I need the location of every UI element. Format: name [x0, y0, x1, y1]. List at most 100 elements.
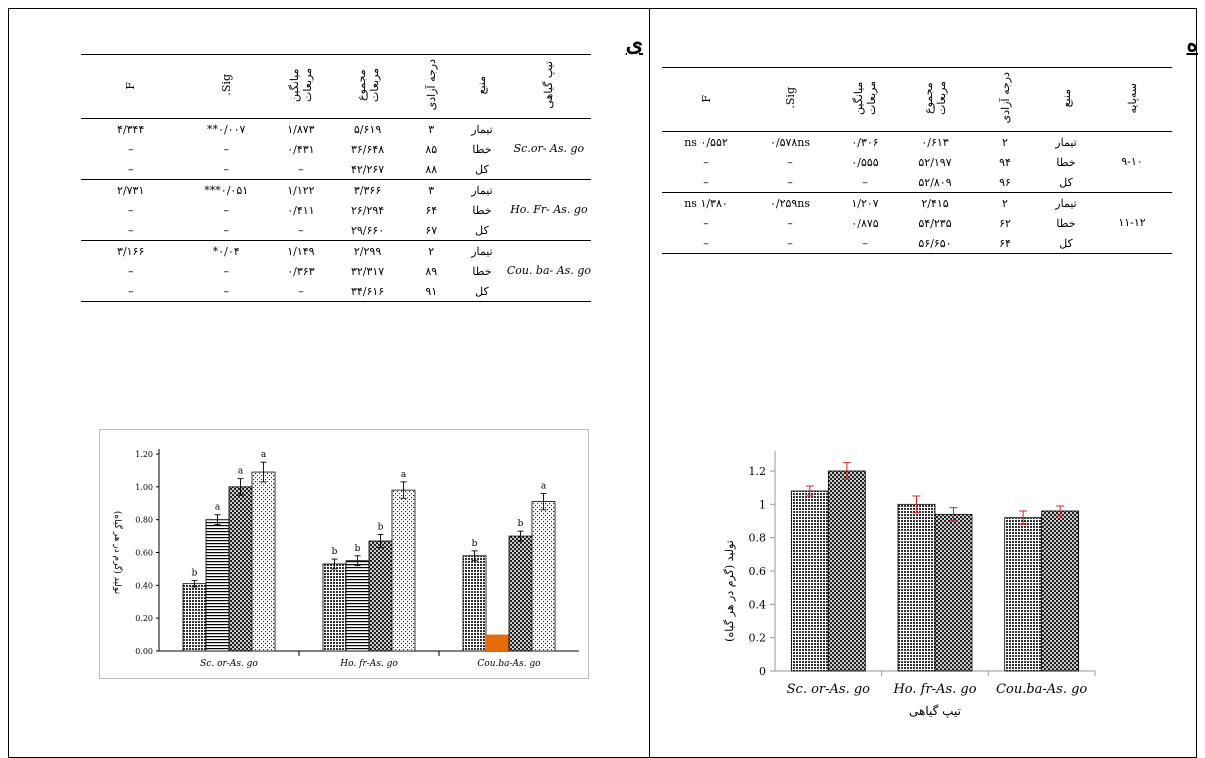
table-cell: ۳ — [428, 183, 435, 197]
group-label: Ho. Fr- As. go — [510, 203, 588, 216]
table-cell: ۸۹ — [425, 264, 438, 278]
significance-letter: a — [261, 450, 267, 460]
y-tick-label: 0.40 — [135, 581, 153, 590]
y-tick-label: 0 — [759, 665, 766, 678]
table-cell: ۲/۷۳۱ — [117, 183, 145, 197]
table-cell: – — [787, 236, 793, 250]
table-group: Sc.or- As. go تیمار ۳ ۵/۶۱۹ ۱/۸۷۳ ۰/۰۰۷** ۴/۳… — [81, 119, 591, 180]
table-cell: ۱/۸۷۳ — [287, 122, 315, 136]
bar — [897, 503, 936, 672]
significance-letter: b — [192, 568, 198, 578]
left-panel: ی تیپ گیاهی منبع درجه آزادی مجموع مربعات… — [8, 8, 650, 758]
table-cell: – — [223, 142, 229, 156]
bar — [182, 583, 207, 652]
table-cell: – — [127, 142, 134, 156]
x-tick-label: Cou.ba-As. go — [477, 659, 541, 669]
significance-letter: b — [472, 539, 478, 549]
table-group: ۱۱-۱۲ تیمار ۲ ۲/۴۱۵ ۱/۲۰۷ ۰/۲۵۹ns ۱/۳۸۰ ns خط… — [662, 193, 1172, 254]
table-cell: ۵۲/۱۹۷ — [918, 155, 952, 169]
y-tick-label: 1 — [759, 498, 766, 511]
table-group: Cou. ba- As. go تیمار ۲ ۲/۲۹۹ ۱/۱۴۹ ۰/۰۴* ۳/۱… — [81, 241, 591, 302]
table-cell: تیمار — [471, 183, 493, 197]
header-cell: مجموع مربعات — [922, 80, 948, 116]
table-cell: ۳۶/۶۴۸ — [350, 142, 385, 156]
table-cell: ۰/۰۵۱*** — [204, 183, 249, 197]
table-cell: ۹۱ — [425, 284, 438, 298]
table-cell: ۰/۴۳۱ — [287, 142, 315, 156]
table-cell: – — [787, 155, 793, 169]
table-cell: ۴/۳۴۴ — [117, 122, 145, 136]
table-cell: ۳۲/۳۱۷ — [350, 264, 385, 278]
table-cell: ۵/۶۱۹ — [353, 122, 382, 136]
table-cell: خطا — [1056, 216, 1076, 230]
table-cell: ۰/۰۰۷** — [207, 122, 246, 136]
table-cell: – — [787, 175, 793, 189]
table-cell: ۱/۱۴۹ — [287, 244, 315, 258]
y-tick-label: 0.4 — [749, 598, 767, 611]
table-cell: ۶۴ — [425, 203, 438, 217]
header-cell: منبع — [475, 75, 489, 95]
table-cell: – — [127, 284, 134, 298]
header-cell: مجموع مربعات — [354, 67, 381, 103]
table-cell: – — [703, 236, 709, 250]
significance-letter: b — [518, 519, 524, 529]
bar — [391, 489, 416, 652]
table-cell: – — [223, 203, 229, 217]
table-cell: – — [298, 223, 304, 237]
table-group: ۹-۱۰ تیمار ۲ ۰/۶۱۳ ۰/۳۰۶ ۰/۵۷۸ns ۰/۵۵۲ ns خطا… — [662, 132, 1172, 193]
chart-frame — [99, 429, 589, 679]
table-cell: ۳ — [428, 122, 435, 136]
table-cell: – — [703, 175, 709, 189]
y-tick-label: 1.00 — [135, 483, 153, 492]
header-cell: سه‌پایه — [1125, 82, 1139, 114]
table-cell: ۰/۸۷۵ — [851, 216, 879, 230]
bar — [205, 519, 230, 652]
y-tick-label: 0.80 — [135, 516, 153, 525]
header-cell: منبع — [1059, 88, 1073, 108]
table-cell: ۹۴ — [999, 155, 1011, 169]
table-cell: ۰/۲۵۹ns — [769, 196, 811, 210]
table-cell: ۳/۱۶۶ — [117, 244, 145, 258]
table-cell: – — [298, 284, 304, 298]
y-axis-label: تولید (گرم در هر گیاه) — [723, 540, 736, 642]
table-cell: – — [223, 223, 229, 237]
table-cell: ۲ — [1002, 196, 1008, 210]
header-cell: Sig. — [219, 74, 233, 96]
significance-letter: b — [378, 522, 384, 532]
header-cell: درجه آزادی — [998, 72, 1012, 124]
group-label: Sc.or- As. go — [513, 142, 585, 155]
table-cell: کل — [475, 162, 489, 176]
table-cell: – — [223, 264, 229, 278]
header-cell: F — [699, 95, 713, 103]
bar — [228, 486, 253, 652]
bar — [1041, 510, 1080, 672]
table-cell: ۱/۱۲۲ — [287, 183, 315, 197]
table-cell: ۴۲/۲۶۷ — [350, 162, 385, 176]
table-cell: خطا — [472, 203, 492, 217]
anova-table-left: تیپ گیاهی منبع درجه آزادی مجموع مربعات م… — [81, 54, 591, 302]
table-cell: – — [703, 155, 709, 169]
y-tick-label: 0.60 — [135, 549, 153, 558]
table-cell: ۰/۳۰۶ — [851, 135, 879, 149]
significance-letter: a — [215, 503, 221, 513]
table-cell: کل — [475, 223, 489, 237]
x-tick-label: Sc. or-As. go — [787, 682, 871, 697]
y-tick-label: 1.20 — [135, 450, 153, 459]
table-cell: – — [127, 203, 134, 217]
table-cell: ۶۲ — [999, 216, 1011, 230]
bar — [531, 501, 556, 652]
table-cell: ۲ — [428, 244, 435, 258]
significance-letter: a — [401, 470, 407, 480]
table-cell: کل — [1059, 175, 1073, 189]
table-cell: ۲/۲۹۹ — [353, 244, 382, 258]
table-cell: – — [127, 264, 134, 278]
header-cell: درجه آزادی — [424, 59, 438, 111]
table-cell: ۸۸ — [425, 162, 438, 176]
table-cell: کل — [1059, 236, 1073, 250]
bar — [251, 471, 276, 652]
table-cell: تیمار — [471, 244, 493, 258]
y-tick-label: 0.2 — [749, 632, 767, 645]
table-header-row: تیپ گیاهی منبع درجه آزادی مجموع مربعات م… — [81, 54, 591, 119]
x-tick-label: Ho. fr-As. go — [339, 659, 398, 669]
group-label: ۱۱-۱۲ — [1118, 216, 1146, 229]
